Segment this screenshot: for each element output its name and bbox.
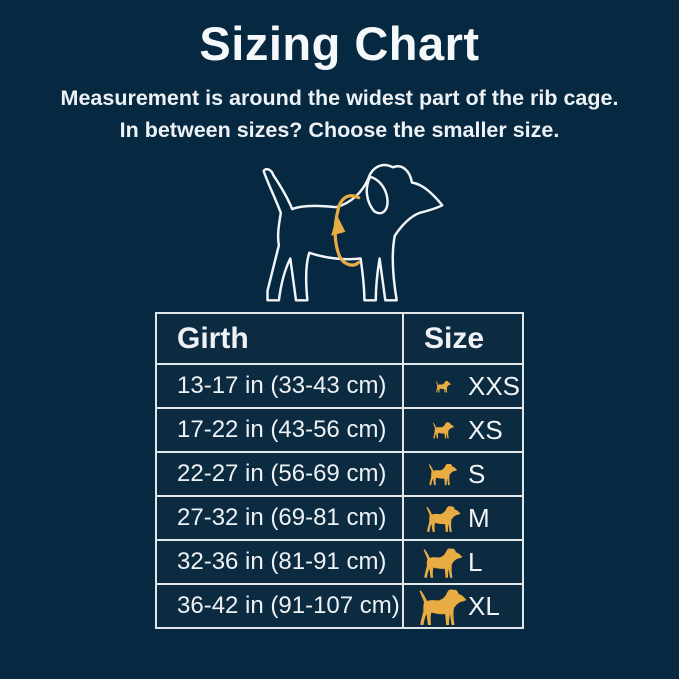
size-value-cell: S [402, 451, 524, 498]
size-label: XXS [468, 370, 521, 401]
page-title: Sizing Chart [199, 17, 480, 70]
dog-icon [418, 380, 468, 393]
size-value-cell: XXS [402, 363, 524, 410]
subtitle-line-1: Measurement is around the widest part of… [60, 85, 619, 110]
girth-column-header: Girth [155, 312, 404, 366]
girth-value: 13-17 in (33-43 cm) [155, 363, 404, 410]
tape-arrow-up-icon [330, 214, 345, 236]
dog-icon [418, 504, 468, 533]
size-value-cell: XS [402, 407, 524, 454]
girth-value: 22-27 in (56-69 cm) [155, 451, 404, 498]
girth-value: 17-22 in (43-56 cm) [155, 407, 404, 454]
size-value-cell: L [402, 539, 524, 586]
table-row-m: 27-32 in (69-81 cm) M [155, 495, 524, 542]
size-label: M [468, 502, 490, 533]
size-label: XL [468, 590, 500, 621]
dog-outline-drawing [261, 164, 444, 302]
size-label: L [468, 546, 483, 577]
table-row-s: 22-27 in (56-69 cm) S [155, 451, 524, 498]
girth-value: 32-36 in (81-91 cm) [155, 539, 404, 586]
size-label: XS [468, 414, 503, 445]
girth-value: 27-32 in (69-81 cm) [155, 495, 404, 542]
table-header-row: Girth Size [155, 312, 524, 366]
dog-icon [418, 421, 468, 439]
dog-icon [418, 546, 468, 579]
size-value-cell: XL [402, 583, 524, 630]
size-column-header: Size [402, 312, 524, 366]
table-row-xxs: 13-17 in (33-43 cm) XXS [155, 363, 524, 410]
table-row-xl: 36-42 in (91-107 cm) XL [155, 583, 524, 630]
table-row-xs: 17-22 in (43-56 cm) XS [155, 407, 524, 454]
size-value-cell: M [402, 495, 524, 542]
measuring-tape-loop [330, 194, 360, 267]
size-table: Girth Size 13-17 in (33-43 cm) XXS 17-22… [155, 312, 524, 630]
dog-icon [418, 586, 468, 627]
girth-value: 36-42 in (91-107 cm) [155, 583, 404, 630]
dog-icon [418, 462, 468, 486]
size-label: S [468, 458, 486, 489]
subtitle: Measurement is around the widest part of… [61, 82, 619, 147]
table-row-l: 32-36 in (81-91 cm) L [155, 539, 524, 586]
subtitle-line-2: In between sizes? Choose the smaller siz… [119, 117, 560, 142]
dog-girth-measurement-illustration [223, 154, 457, 306]
